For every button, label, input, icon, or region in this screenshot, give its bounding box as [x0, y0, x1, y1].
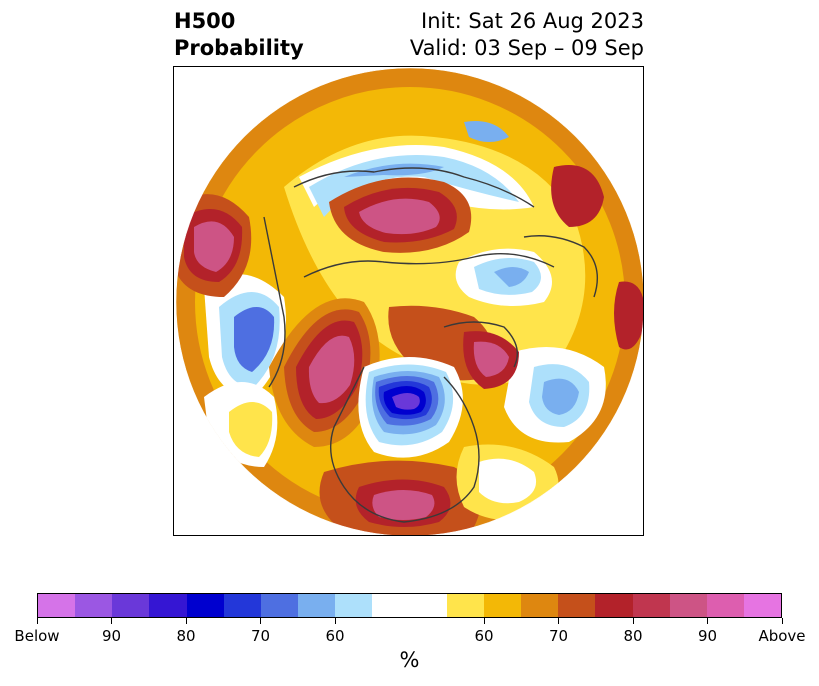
colorbar-tick	[558, 618, 559, 624]
title-type: Probability	[174, 36, 304, 60]
colorbar-tick-label: 90	[697, 627, 718, 645]
colorbar-segment	[706, 594, 744, 617]
colorbar-segment	[595, 594, 633, 617]
coastlines	[263, 167, 598, 523]
colorbar-tick	[111, 618, 112, 624]
colorbar-segment	[260, 594, 299, 617]
valid-range: Valid: 03 Sep – 09 Sep	[409, 36, 644, 60]
colorbar-segment	[75, 594, 113, 617]
colorbar-tick-label: 70	[250, 627, 271, 645]
colorbar-tick-label: 80	[176, 627, 196, 645]
colorbar-tick	[185, 618, 187, 624]
colorbar-segment	[38, 594, 76, 617]
colorbar-segment	[632, 594, 670, 617]
colorbar-segment	[483, 594, 522, 617]
colorbar-tick-label: 60	[325, 627, 345, 645]
chart-subtitle: Init: Sat 26 Aug 2023 Valid: 03 Sep – 09…	[410, 8, 644, 62]
colorbar-segment	[149, 594, 187, 617]
colorbar-tick-label: Above	[758, 627, 806, 645]
colorbar-tick	[483, 618, 485, 624]
colorbar-tick	[36, 618, 38, 624]
colorbar-unit: %	[399, 648, 420, 672]
colorbar-segment	[112, 594, 150, 617]
colorbar-tick-label: 60	[474, 627, 494, 645]
colorbar-tick	[707, 618, 708, 624]
colorbar-segment	[558, 594, 596, 617]
map-panel	[173, 66, 644, 536]
colorbar-tick-label: 70	[548, 627, 569, 645]
colorbar-tick-label: Below	[14, 627, 60, 645]
colorbar-segment	[669, 594, 707, 617]
chart-title: H500 Probability	[174, 8, 304, 62]
colorbar-segment	[298, 594, 336, 617]
title-variable: H500	[174, 9, 236, 33]
colorbar-tick	[632, 618, 634, 624]
colorbar-tick-label: 80	[623, 627, 643, 645]
colorbar-segment	[521, 594, 559, 617]
colorbar-segment	[372, 594, 410, 617]
colorbar-tick	[781, 618, 783, 624]
colorbar-tick	[334, 618, 336, 624]
init-date: Init: Sat 26 Aug 2023	[421, 9, 644, 33]
colorbar-segment	[186, 594, 224, 617]
polar-probability-map	[175, 67, 643, 535]
colorbar-tick	[260, 618, 261, 624]
colorbar-segment	[446, 594, 484, 617]
colorbar-segment	[743, 594, 782, 617]
colorbar-segment	[409, 594, 447, 617]
colorbar-tick-label: 90	[101, 627, 122, 645]
colorbar-segment	[223, 594, 261, 617]
probability-field	[176, 68, 643, 535]
colorbar	[37, 593, 782, 618]
colorbar-segment	[335, 594, 373, 617]
